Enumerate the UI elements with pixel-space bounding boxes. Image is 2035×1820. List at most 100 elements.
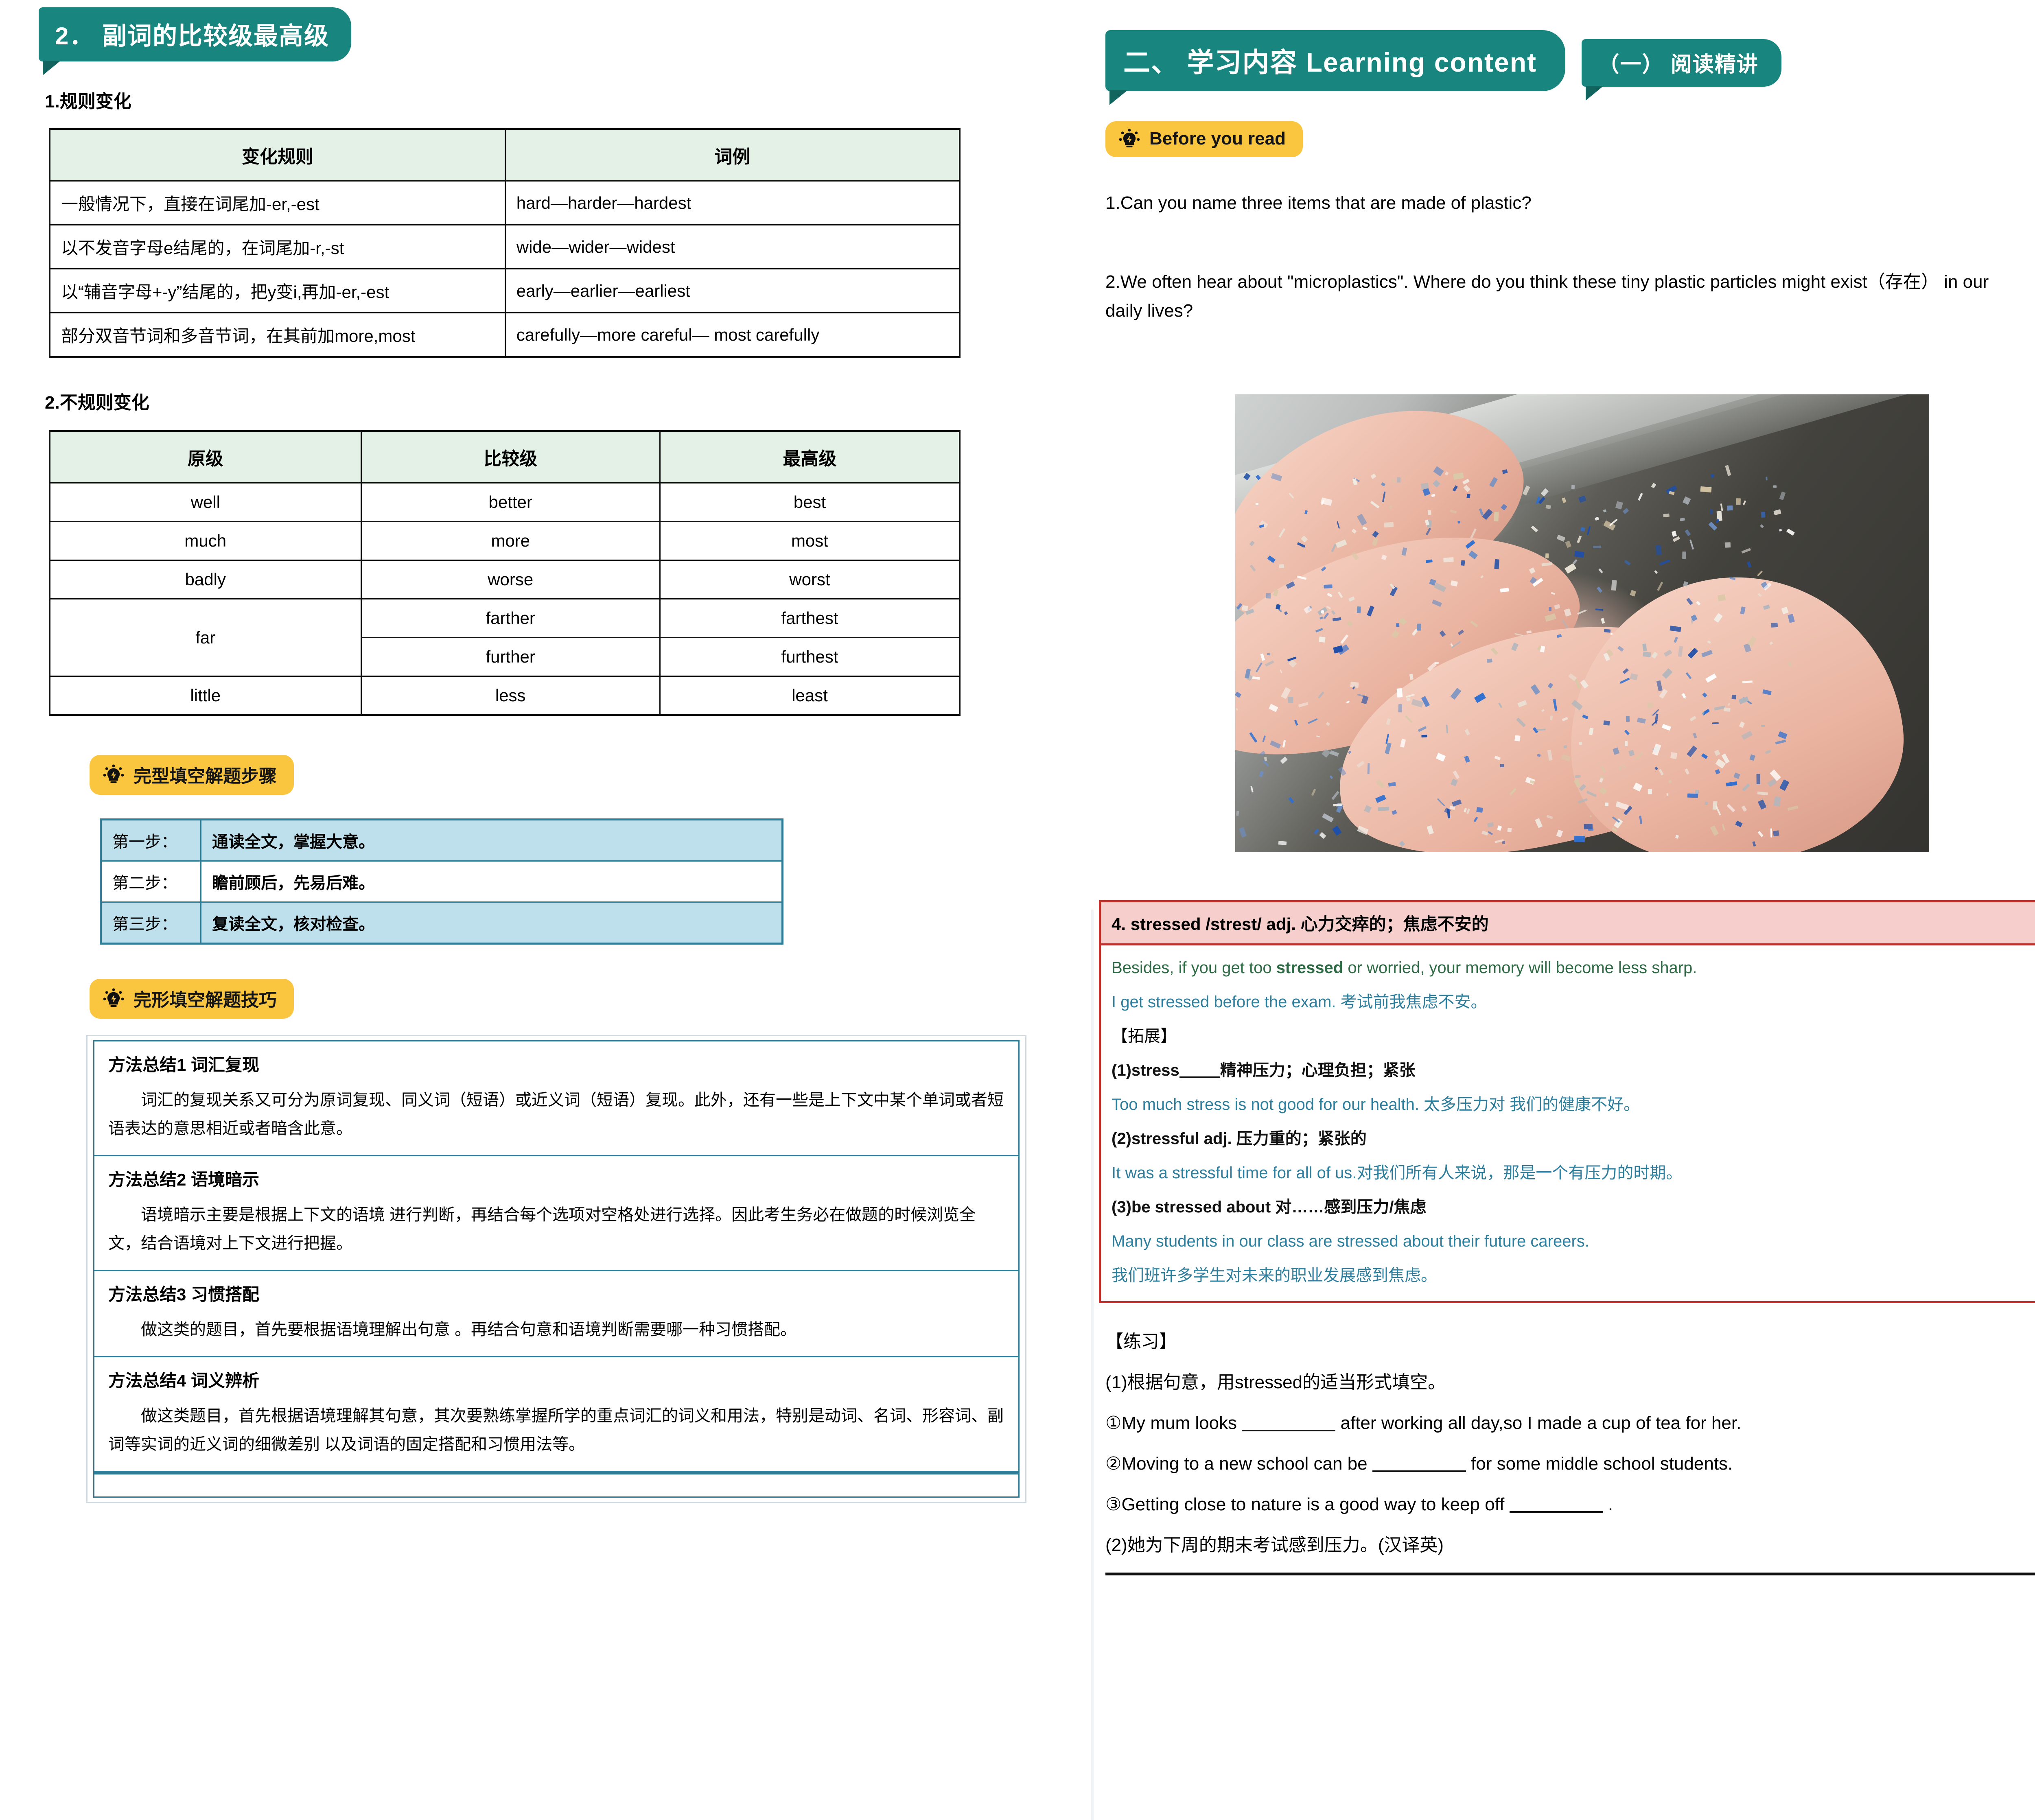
before-read-question-2: 2.We often hear about "microplastics". W… [1105,272,1989,321]
section-banner-adverb-comparatives: 2． 副词的比较级最高级 [39,7,352,75]
col-header-rule: 变化规则 [49,128,506,182]
microplastic-speck [1571,485,1575,490]
before-read-question-1: 1.Can you name three items that are made… [1105,193,1532,213]
microplastic-speck [1603,720,1610,726]
microplastic-speck [1700,486,1712,492]
answer-blank[interactable] [1242,1430,1336,1432]
microplastic-speck [1742,500,1746,505]
microplastic-speck [1774,509,1781,515]
col-header-superlative: 最高级 [659,430,961,483]
col-header-positive: 原级 [49,430,362,483]
answer-write-line[interactable] [1105,1573,2035,1576]
microplastic-speck [1278,564,1284,569]
microplastic-speck [1736,498,1741,505]
microplastic-speck [1779,491,1786,500]
step-text: 瞻前顾后，先易后难。 [200,860,783,903]
badge-label: 完形填空解题技巧 [133,990,277,1010]
method-title: 方法总结3 习惯搭配 [108,1285,260,1304]
badge-before-you-read: Before you read [1105,121,1303,157]
answer-blank[interactable] [1372,1470,1466,1472]
microplastic-speck [1604,629,1611,633]
microplastic-speck [1669,491,1675,495]
microplastic-speck [1724,542,1731,548]
microplastic-speck [1384,521,1394,528]
method-text: 做这类题目，首先根据语境理解其句意，其次要熟练掌握所学的重点词汇的词义和用法，特… [108,1407,1004,1453]
superlative-cell: farthest [659,598,961,638]
label-regular-changes: 1.规则变化 [45,92,131,112]
vocabulary-headword: 4. stressed /strest/ adj. 心力交瘁的；焦虑不安的 [1101,902,2035,946]
microplastic-speck [1332,826,1342,836]
left-column: 2． 副词的比较级最高级 1.规则变化 变化规则 词例 一般情况下，直接在词尾加… [39,7,1026,1503]
microplastic-speck [1587,526,1591,535]
vocab-extend-item-sample-translation: 我们班许多学生对未来的职业发展感到焦虑。 [1112,1267,1437,1285]
microplastic-speck [1461,560,1465,566]
microplastic-speck [1267,653,1270,656]
microplastic-speck [1321,610,1324,614]
vocab-example-translation: I get stressed before the exam. 考试前我焦虑不安… [1112,993,1487,1011]
microplastic-speck [1545,505,1551,510]
microplastic-speck [1622,508,1629,514]
exercise-instruction: (1)根据句意，用stressed的适当形式填空。 [1105,1372,1446,1393]
vocab-extend-item-head: (1)stress 精神压力；心理负担；紧张 [1112,1061,1416,1080]
microplastic-speck [1773,485,1777,488]
microplastic-speck [1747,561,1752,568]
microplastic-speck [1451,580,1458,586]
microplastic-speck [1588,828,1594,831]
step-row: 第一步： 通读全文，掌握大意。 [100,819,783,862]
positive-cell: much [49,521,362,561]
microplastic-speck [1396,623,1400,627]
badge-cloze-steps: 完型填空解题步骤 [90,755,294,795]
microplastic-speck [1313,828,1319,835]
microplastic-speck [1715,518,1720,523]
microplastic-speck [1594,516,1599,521]
microplastic-speck [1630,590,1636,597]
vocab-extend-item-head: (3)be stressed about 对……感到压力/焦虑 [1112,1198,1427,1216]
section-banner-learning-content: 二、 学习内容 Learning content [1105,30,1566,105]
microplastic-speck [1597,586,1602,593]
table-row: far farther farthest [49,598,961,677]
example-cell: carefully—more careful— most carefully [504,312,961,358]
microplastic-speck [1704,801,1708,805]
microplastic-speck [1772,830,1779,836]
microplastic-speck [1610,632,1613,635]
microplastic-speck [1574,551,1584,558]
vocab-extend-item-sample: Many students in our class are stressed … [1112,1232,1589,1251]
microplastic-speck [1494,559,1499,569]
rule-cell: 以不发音字母e结尾的，在词尾加-r,-st [49,224,506,269]
vocab-extend-item-sample: It was a stressful time for all of us.对我… [1112,1164,1683,1182]
microplastic-speck [1593,545,1601,549]
method-summary-next-partial [93,1472,1020,1498]
microplastic-speck [1256,503,1259,505]
col-header-comparative: 比较级 [360,430,661,483]
microplastic-speck [1458,521,1461,524]
answer-blank[interactable] [1509,1511,1603,1513]
microplastic-speck [1624,559,1631,566]
microplastic-speck [1624,741,1628,746]
microplastic-speck [1427,510,1431,515]
section-banner-reading-intensive: （一） 阅读精讲 [1582,39,1781,101]
lightbulb-icon [1118,128,1140,150]
microplastic-speck [1601,618,1605,624]
table-header-row: 原级 比较级 最高级 [49,430,961,483]
microplastic-speck [1595,608,1603,611]
exercise-item-2: ②Moving to a new school can be for some … [1105,1454,1733,1474]
rule-cell: 以“辅音字母+-y”结尾的，把y变i,再加-er,-est [49,268,506,313]
microplastic-speck [1500,764,1504,768]
microplastic-speck [1476,807,1483,813]
microplastic-speck [1548,607,1551,612]
microplastic-speck [1603,509,1607,513]
lightbulb-icon [103,987,125,1009]
microplastic-speck [1258,770,1264,777]
positive-cell: badly [49,560,362,599]
microplastic-speck [1319,832,1326,839]
microplastic-speck [1514,735,1521,742]
table-regular-changes: 变化规则 词例 一般情况下，直接在词尾加-er,-est hard—harder—… [49,128,961,358]
microplastic-speck [1626,716,1630,722]
method-summary-box: 方法总结3 习惯搭配 做这类的题目，首先要根据语境理解出句意 。再结合句意和语境判… [93,1270,1020,1356]
microplastic-speck [1717,594,1726,602]
microplastic-speck [1611,580,1617,591]
method-summary-box: 方法总结4 词义辨析 做这类题目，首先根据语境理解其句意，其次要熟练掌握所学的重点… [93,1356,1020,1472]
table-cloze-steps: 第一步： 通读全文，掌握大意。 第二步： 瞻前顾后，先易后难。 第三步： 复读全文，核对检… [100,818,783,945]
column-divider [1091,910,1094,1820]
microplastic-speck [1710,509,1713,514]
